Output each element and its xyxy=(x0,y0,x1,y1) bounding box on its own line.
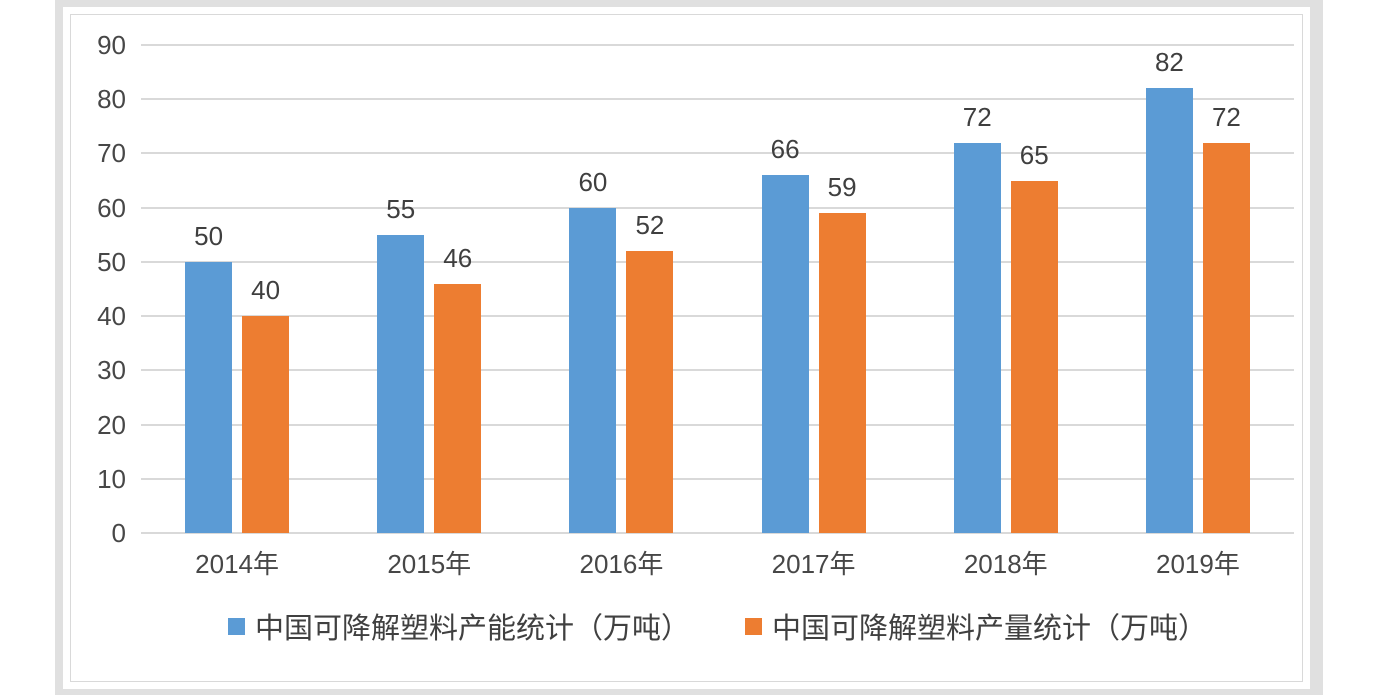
gridline-60 xyxy=(141,206,1294,209)
bar-group-2014年: 50 40 xyxy=(141,45,333,533)
bar-value-label: 72 xyxy=(962,101,992,132)
bar-series1-2019年: 82 xyxy=(1145,47,1193,533)
gridline-70 xyxy=(141,152,1294,155)
bar-group-2015年: 55 46 xyxy=(333,45,525,533)
legend-label: 中国可降解塑料产量统计（万吨） xyxy=(772,613,1208,645)
legend-item-series1: 中国可降解塑料产能统计（万吨） xyxy=(227,605,690,647)
x-axis-label: 2019年 xyxy=(1156,549,1240,579)
legend-item-series2: 中国可降解塑料产量统计（万吨） xyxy=(745,605,1207,647)
chart-outer-frame: 0 10 20 30 40 50 60 70 80 90 50 40 55 46 60 52 66 59 72 65 8… xyxy=(55,0,1323,695)
gridline-30 xyxy=(141,369,1294,372)
bar-series2-2018年: 65 xyxy=(1010,140,1058,533)
gridline-90 xyxy=(141,44,1294,46)
bar-series2-2014年: 40 xyxy=(242,275,290,533)
gridline-20 xyxy=(141,423,1294,426)
y-axis-tick-label: 0 xyxy=(111,518,126,548)
legend: 中国可降解塑料产能统计（万吨） 中国可降解塑料产量统计（万吨） xyxy=(141,605,1294,647)
y-axis-tick-label: 10 xyxy=(97,463,126,494)
bar-series2-2015年: 46 xyxy=(434,243,482,533)
gridline-10 xyxy=(141,477,1294,480)
bar-series1-2017年: 66 xyxy=(761,134,809,533)
y-axis-tick-label: 60 xyxy=(97,192,126,223)
bar-value-label: 59 xyxy=(827,172,857,203)
bar-value-label: 60 xyxy=(578,166,608,197)
legend-label: 中国可降解塑料产能统计（万吨） xyxy=(254,613,690,645)
bar-group-2019年: 82 72 xyxy=(1102,45,1294,533)
bar-series1-2018年: 72 xyxy=(953,102,1001,533)
y-axis-tick-label: 40 xyxy=(97,301,126,332)
x-axis-label: 2016年 xyxy=(579,549,664,579)
legend-swatch-icon xyxy=(745,617,762,635)
gridline-80 xyxy=(141,98,1294,101)
bar-value-label: 52 xyxy=(635,210,665,241)
bar-value-label: 50 xyxy=(194,220,224,251)
bar-value-label: 66 xyxy=(770,134,800,165)
y-axis-tick-label: 90 xyxy=(97,30,126,60)
bar-series1-2014年: 50 xyxy=(185,221,233,533)
bar-series2-2016年: 52 xyxy=(626,210,674,533)
x-axis-label: 2015年 xyxy=(387,549,472,579)
x-axis-label: 2014年 xyxy=(195,549,279,579)
bar-value-label: 46 xyxy=(443,242,473,273)
bar-value-label: 72 xyxy=(1211,101,1241,132)
bar-value-label: 65 xyxy=(1019,139,1049,170)
gridline-50 xyxy=(141,260,1294,263)
bar-value-label: 82 xyxy=(1154,47,1184,78)
y-axis-tick-label: 70 xyxy=(97,138,126,169)
chart-panel: 0 10 20 30 40 50 60 70 80 90 50 40 55 46 60 52 66 59 72 65 8… xyxy=(70,14,1303,682)
legend-swatch-icon xyxy=(227,617,245,635)
bar-value-label: 55 xyxy=(386,193,416,224)
y-axis-tick-label: 80 xyxy=(97,84,126,115)
bar-series1-2016年: 60 xyxy=(569,167,617,533)
bar-series2-2017年: 59 xyxy=(818,172,866,533)
bar-series2-2019年: 72 xyxy=(1202,102,1250,533)
gridline-0 xyxy=(141,532,1294,534)
bar-group-2016年: 60 52 xyxy=(525,45,717,533)
y-axis-tick-label: 50 xyxy=(97,246,126,277)
plot-area: 0 10 20 30 40 50 60 70 80 90 50 40 55 46 60 52 66 59 72 65 8… xyxy=(97,30,1294,548)
y-axis-tick-label: 30 xyxy=(97,355,126,386)
gridline-40 xyxy=(141,315,1294,318)
bar-group-2017年: 66 59 xyxy=(718,45,910,533)
bar-value-label: 40 xyxy=(251,275,281,306)
x-axis-label: 2018年 xyxy=(963,549,1048,579)
bar-groups: 50 40 55 46 60 52 66 59 72 65 82 72 xyxy=(141,45,1294,533)
x-axis: 2014年 2015年 2016年 2017年 2018年 2019年 xyxy=(141,547,1294,581)
bar-group-2018年: 72 65 xyxy=(910,45,1102,533)
x-axis-label: 2017年 xyxy=(771,549,856,579)
y-axis-tick-label: 20 xyxy=(97,409,126,440)
bar-series1-2015年: 55 xyxy=(377,194,425,533)
